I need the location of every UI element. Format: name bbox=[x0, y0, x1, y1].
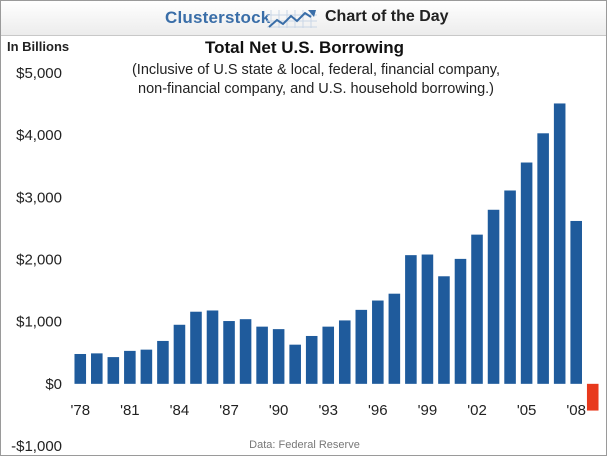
bar-1998 bbox=[405, 255, 417, 384]
data-source: Data: Federal Reserve bbox=[249, 439, 360, 451]
bar-1999 bbox=[421, 254, 434, 384]
y-axis-unit-label: In Billions bbox=[7, 39, 70, 54]
y-tick-label: $1,000 bbox=[16, 314, 62, 331]
y-tick-label: $0 bbox=[45, 376, 62, 393]
bar-1992 bbox=[305, 335, 318, 384]
x-tick-label: '87 bbox=[219, 402, 239, 419]
bar-1995 bbox=[355, 309, 368, 384]
rising-chart-icon bbox=[267, 10, 317, 28]
x-tick-label: '90 bbox=[269, 402, 289, 419]
bar-1980 bbox=[107, 357, 120, 384]
bar-1982 bbox=[140, 349, 153, 384]
y-tick-label: $2,000 bbox=[16, 252, 62, 269]
y-tick-label: $4,000 bbox=[16, 127, 62, 144]
bar-1979 bbox=[91, 353, 103, 384]
bar-2004 bbox=[504, 190, 516, 384]
bar-1987 bbox=[223, 321, 235, 384]
x-tick-label: '81 bbox=[120, 402, 140, 419]
x-tick-label: '78 bbox=[70, 402, 90, 419]
header-banner: Clusterstock Chart of the Day bbox=[1, 1, 606, 36]
bar-2001 bbox=[454, 258, 467, 384]
bar-1988 bbox=[239, 319, 252, 384]
x-tick-label: '08 bbox=[566, 402, 586, 419]
x-tick-label: '05 bbox=[517, 402, 537, 419]
bar-1986 bbox=[206, 310, 219, 384]
bar-1985 bbox=[190, 311, 202, 384]
bar-1994 bbox=[338, 320, 351, 384]
bar-2007 bbox=[553, 103, 566, 384]
bar-2002 bbox=[471, 234, 483, 384]
banner-title: Chart of the Day bbox=[325, 8, 449, 25]
subtitle-line-2: non-financial company, and U.S. househol… bbox=[138, 81, 494, 97]
chart-subtitle: (Inclusive of U.S state & local, federal… bbox=[111, 61, 521, 99]
bar-2009 bbox=[586, 383, 599, 411]
y-tick-label: $3,000 bbox=[16, 189, 62, 206]
bar-2003 bbox=[487, 209, 500, 384]
bar-2006 bbox=[537, 133, 549, 384]
x-tick-label: '93 bbox=[318, 402, 338, 419]
bar-1997 bbox=[388, 293, 401, 384]
chart-title: Total Net U.S. Borrowing bbox=[205, 38, 404, 57]
bar-2005 bbox=[520, 162, 533, 384]
y-tick-label: -$1,000 bbox=[11, 438, 62, 455]
bar-1993 bbox=[322, 326, 335, 384]
bar-1983 bbox=[157, 340, 169, 384]
x-tick-label: '02 bbox=[467, 402, 487, 419]
bar-1981 bbox=[124, 350, 136, 384]
x-tick-label: '99 bbox=[418, 402, 438, 419]
bar-1990 bbox=[272, 329, 285, 384]
bar-1989 bbox=[256, 326, 268, 384]
subtitle-line-1: (Inclusive of U.S state & local, federal… bbox=[131, 62, 501, 78]
x-tick-label: '96 bbox=[368, 402, 388, 419]
y-tick-label: $5,000 bbox=[16, 65, 62, 82]
x-tick-label: '84 bbox=[170, 402, 190, 419]
bar-1978 bbox=[74, 353, 87, 384]
bar-1984 bbox=[173, 324, 186, 384]
bar-1996 bbox=[372, 300, 384, 384]
brand-name: Clusterstock bbox=[165, 8, 271, 27]
bar-2008 bbox=[570, 220, 582, 384]
bar-1991 bbox=[289, 344, 301, 384]
bar-2000 bbox=[438, 276, 450, 384]
